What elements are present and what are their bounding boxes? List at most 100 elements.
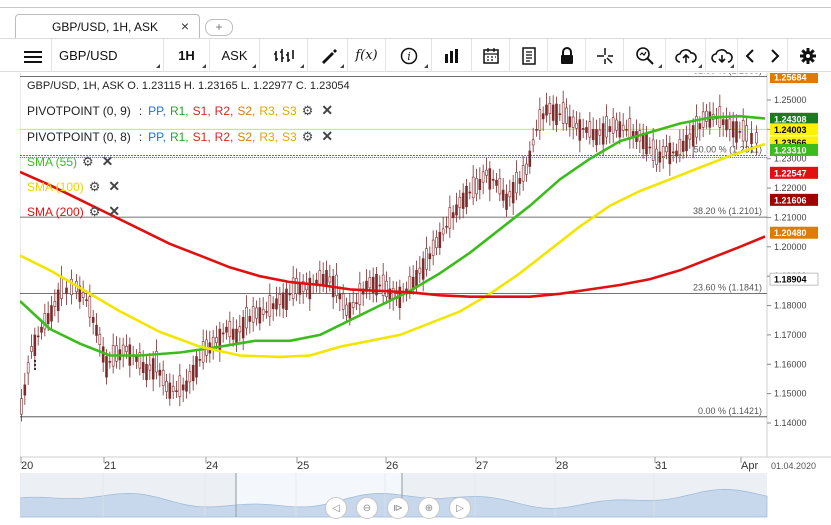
panel-resize-handle[interactable]: [34, 360, 37, 374]
gear-icon[interactable]: ⚙: [88, 203, 101, 219]
candle-body: [651, 139, 655, 161]
close-icon[interactable]: ✕: [108, 178, 121, 194]
candle-body: [708, 111, 712, 128]
candle-body: [455, 204, 458, 216]
notes-button[interactable]: [510, 39, 548, 72]
scroll-right-button[interactable]: [762, 39, 788, 72]
fit-icon: ⧐: [393, 502, 403, 514]
draw-tool-button[interactable]: [308, 39, 348, 72]
candle-body: [221, 332, 225, 335]
info-button[interactable]: i: [386, 39, 432, 72]
current-date-label: 01.04.2020: [771, 461, 816, 471]
candle-body: [138, 352, 142, 369]
candle-body: [471, 176, 475, 199]
chart-tab[interactable]: GBP/USD, 1H, ASK ×: [15, 14, 200, 38]
candle-body: [258, 307, 262, 324]
nav-last-button[interactable]: ▷: [449, 497, 471, 519]
candle-body: [621, 124, 625, 131]
candle-body: [438, 231, 442, 248]
candle-body: [168, 382, 172, 399]
fit-button[interactable]: ⧐: [387, 497, 409, 519]
symbol-label: GBP/USD: [59, 48, 118, 63]
close-icon[interactable]: ✕: [101, 153, 114, 169]
arrow-left-icon: [745, 48, 754, 63]
close-tab-icon[interactable]: ×: [180, 18, 189, 34]
price-side-selector[interactable]: ASK: [210, 39, 260, 72]
close-icon[interactable]: ✕: [321, 102, 334, 118]
upload-button[interactable]: [666, 39, 706, 72]
candle-body: [478, 179, 482, 190]
candle-body: [355, 302, 358, 304]
candle-body: [255, 307, 258, 319]
chart-tab-title[interactable]: GBP/USD, 1H, ASK: [52, 20, 159, 34]
zoom-in-button[interactable]: ⊕: [418, 497, 440, 519]
price-tick-label: 1.16000: [774, 359, 807, 369]
lock-button[interactable]: [548, 39, 586, 72]
crosshair-button[interactable]: [586, 39, 624, 72]
symbol-selector[interactable]: GBP/USD: [52, 39, 164, 72]
chart-canvas[interactable]: 61.80 % (1.2580) 50.00 % (1.2311) 38.20 % …: [20, 73, 831, 525]
candle-body: [385, 280, 388, 297]
pivot-item-r3: R3,: [259, 129, 279, 144]
close-icon[interactable]: ✕: [321, 128, 334, 144]
candle-body: [555, 103, 558, 125]
toolbar: GBP/USD 1H ASK f(x) i: [0, 38, 831, 72]
sma-100-line: [20, 142, 766, 359]
nav-first-button[interactable]: ◁: [325, 497, 347, 519]
add-tab-button[interactable]: +: [205, 19, 233, 36]
candle-body: [595, 129, 598, 146]
zoom-out-button[interactable]: ⊖: [356, 497, 378, 519]
candle-body: [658, 151, 662, 163]
candle-body: [26, 362, 30, 374]
gear-icon[interactable]: ⚙: [82, 153, 94, 169]
candle-body: [381, 274, 385, 296]
candle-body: [328, 276, 332, 283]
candle-body: [541, 113, 545, 120]
fib-label: 38.20 % (1.2101): [693, 206, 762, 216]
candle-body: [298, 283, 302, 295]
candle-body: [411, 276, 415, 288]
candle-body: [461, 192, 465, 209]
candle-body: [418, 267, 422, 274]
pivot-item-r2: R2,: [214, 129, 234, 144]
candle-body: [518, 178, 522, 184]
settings-button[interactable]: [788, 39, 828, 72]
candle-body: [598, 129, 602, 136]
candle-body: [665, 146, 668, 153]
arrow-right-icon: [770, 48, 779, 63]
volume-button[interactable]: [432, 39, 472, 72]
candle-body: [475, 178, 478, 195]
price-tag-label: 1.25684: [774, 73, 807, 83]
timeframe-selector[interactable]: 1H: [164, 39, 210, 72]
scroll-left-button[interactable]: [738, 39, 762, 72]
candle-body: [231, 328, 235, 340]
pivot-item-r1: R1,: [169, 103, 189, 118]
zoom-button[interactable]: [624, 39, 666, 72]
candle-body: [53, 301, 57, 307]
gear-icon[interactable]: ⚙: [301, 102, 314, 118]
price-tick-label: 1.22000: [774, 183, 807, 193]
pivot-item-s1: S1,: [192, 103, 211, 118]
chart-area[interactable]: 61.80 % (1.2580) 50.00 % (1.2311) 38.20 % …: [20, 73, 831, 525]
candle-body: [601, 123, 605, 145]
chart-type-button[interactable]: [260, 39, 308, 72]
close-icon[interactable]: ✕: [108, 203, 121, 219]
candle-body: [161, 369, 165, 387]
gear-icon[interactable]: ⚙: [301, 128, 314, 144]
candle-body: [505, 193, 508, 210]
candle-body: [165, 381, 168, 392]
candle-body: [185, 380, 188, 392]
gear-icon[interactable]: ⚙: [88, 178, 101, 194]
settings-icon: [800, 47, 816, 64]
calendar-button[interactable]: [472, 39, 510, 72]
indicator-button[interactable]: f(x): [348, 39, 386, 72]
price-tick-label: 1.20000: [774, 242, 807, 252]
candle-body: [288, 293, 292, 296]
zoom-in-icon: ⊕: [424, 502, 434, 514]
candle-body: [40, 326, 43, 333]
candle-body: [511, 181, 515, 204]
download-button[interactable]: [706, 39, 738, 72]
price-tick-label: 1.21000: [774, 212, 807, 222]
menu-icon[interactable]: [14, 39, 52, 72]
time-label: 25: [297, 460, 309, 472]
